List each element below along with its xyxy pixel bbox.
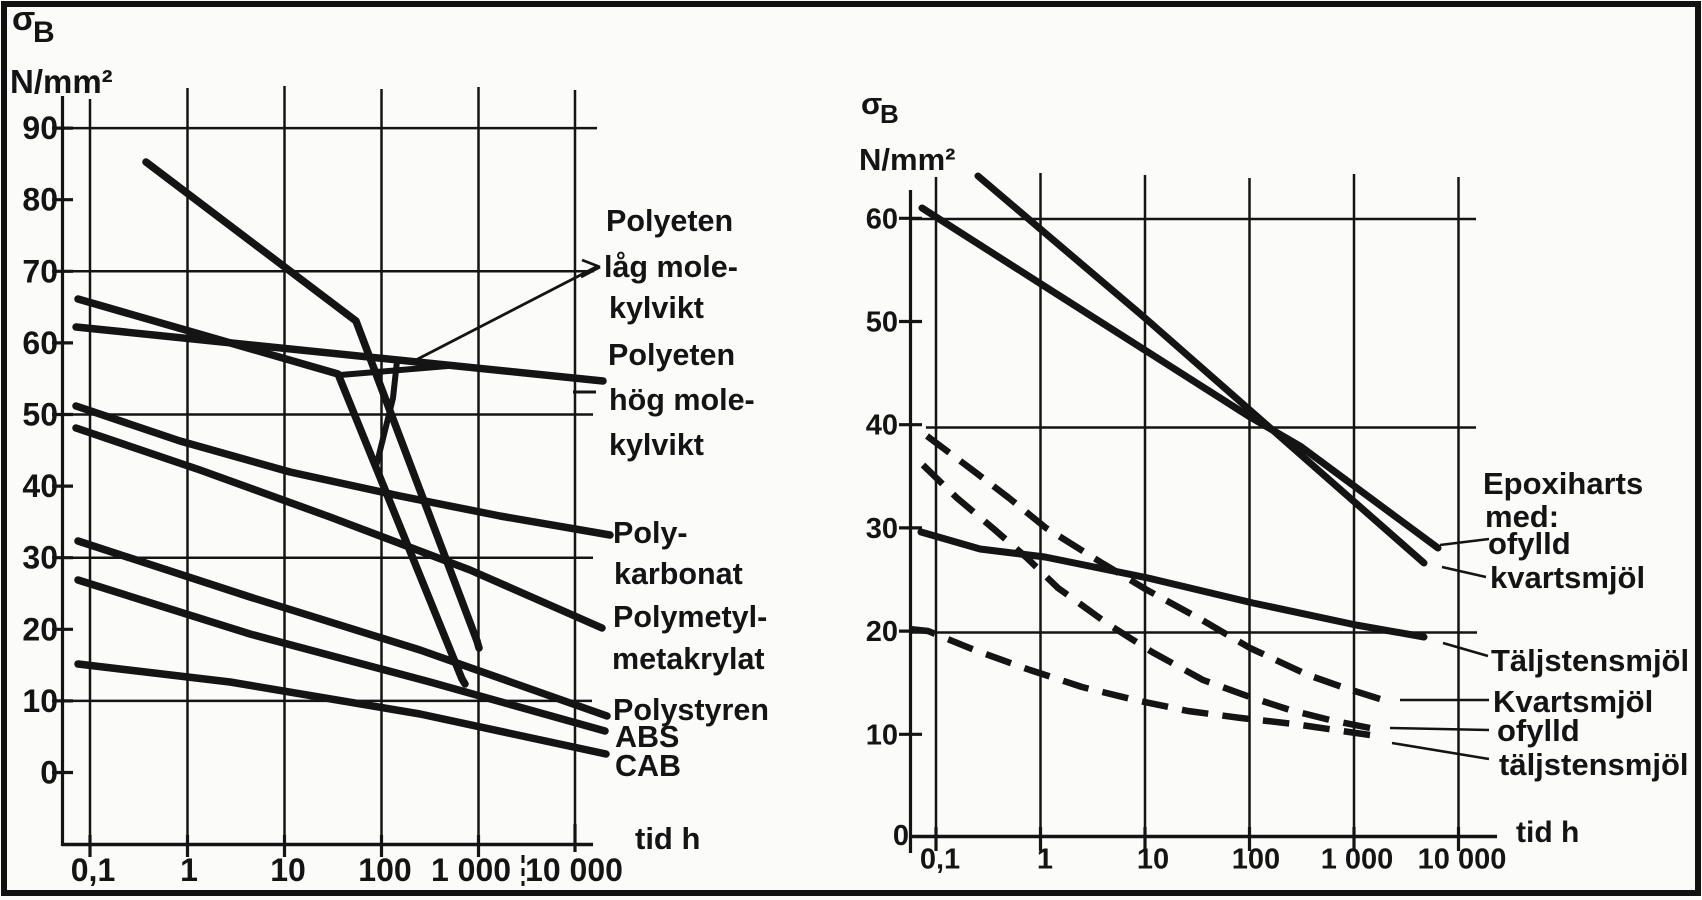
svg-text:10 000: 10 000 xyxy=(525,852,623,888)
svg-text:70: 70 xyxy=(22,253,58,289)
svg-text:90: 90 xyxy=(22,110,58,146)
svg-text:Poly-: Poly- xyxy=(613,516,688,550)
svg-text:30: 30 xyxy=(866,513,898,545)
svg-text:0: 0 xyxy=(40,755,58,791)
svg-text:kvartsmjöl: kvartsmjöl xyxy=(1490,560,1645,595)
svg-text:N/mm²: N/mm² xyxy=(10,63,113,100)
svg-text:ABS: ABS xyxy=(615,720,679,754)
svg-text:10: 10 xyxy=(270,852,306,888)
svg-text:låg mole-: låg mole- xyxy=(604,250,738,284)
svg-text:20: 20 xyxy=(22,611,58,647)
svg-text:karbonat: karbonat xyxy=(614,557,743,591)
svg-text:30: 30 xyxy=(22,540,58,576)
svg-text:40: 40 xyxy=(866,410,898,442)
svg-text:täljstensmjöl: täljstensmjöl xyxy=(1499,747,1689,782)
svg-text:B: B xyxy=(33,16,55,49)
svg-text:Täljstensmjöl: Täljstensmjöl xyxy=(1491,643,1689,678)
svg-text:20: 20 xyxy=(866,616,898,648)
svg-text:Polystyren: Polystyren xyxy=(613,693,769,727)
svg-text:50: 50 xyxy=(22,397,58,433)
svg-text:10: 10 xyxy=(1137,844,1169,876)
svg-text:kylvikt: kylvikt xyxy=(609,428,704,462)
svg-text:hög mole-: hög mole- xyxy=(609,383,755,417)
svg-text:0,1: 0,1 xyxy=(920,844,960,876)
svg-text:ofylld: ofylld xyxy=(1497,713,1580,748)
svg-text:100: 100 xyxy=(358,852,411,888)
svg-text:B: B xyxy=(880,99,899,129)
svg-text:60: 60 xyxy=(22,325,58,361)
svg-text:N/mm²: N/mm² xyxy=(859,142,955,177)
svg-text:Kvartsmjöl: Kvartsmjöl xyxy=(1493,684,1653,719)
svg-text:CAB: CAB xyxy=(615,749,681,783)
svg-text:med:: med: xyxy=(1485,499,1559,534)
svg-text:40: 40 xyxy=(22,468,58,504)
svg-text:0: 0 xyxy=(893,820,909,852)
svg-text:kylvikt: kylvikt xyxy=(609,291,704,325)
svg-text:Polyeten: Polyeten xyxy=(608,338,735,372)
svg-text:50: 50 xyxy=(866,307,898,339)
svg-text:10: 10 xyxy=(22,683,58,719)
svg-text:1 000: 1 000 xyxy=(1321,844,1394,876)
svg-text:σ: σ xyxy=(861,86,882,121)
svg-text:Epoxiharts: Epoxiharts xyxy=(1483,466,1643,501)
svg-text:tid h: tid h xyxy=(635,821,700,856)
svg-text:metakrylat: metakrylat xyxy=(612,642,765,676)
svg-text:1 000: 1 000 xyxy=(431,852,511,888)
svg-text:10: 10 xyxy=(866,720,898,752)
svg-text:0,1: 0,1 xyxy=(71,852,115,888)
svg-text:1: 1 xyxy=(1037,844,1053,876)
svg-text:100: 100 xyxy=(1232,844,1280,876)
svg-text:σ: σ xyxy=(12,0,35,38)
svg-text:80: 80 xyxy=(22,182,58,218)
svg-text:10 000: 10 000 xyxy=(1418,844,1507,876)
svg-text:tid h: tid h xyxy=(1516,816,1579,849)
svg-text:60: 60 xyxy=(866,204,898,236)
svg-text:ofylld: ofylld xyxy=(1488,526,1571,561)
svg-text:Polyeten: Polyeten xyxy=(606,204,733,238)
svg-text:1: 1 xyxy=(180,852,198,888)
svg-text:Polymetyl-: Polymetyl- xyxy=(613,600,767,634)
